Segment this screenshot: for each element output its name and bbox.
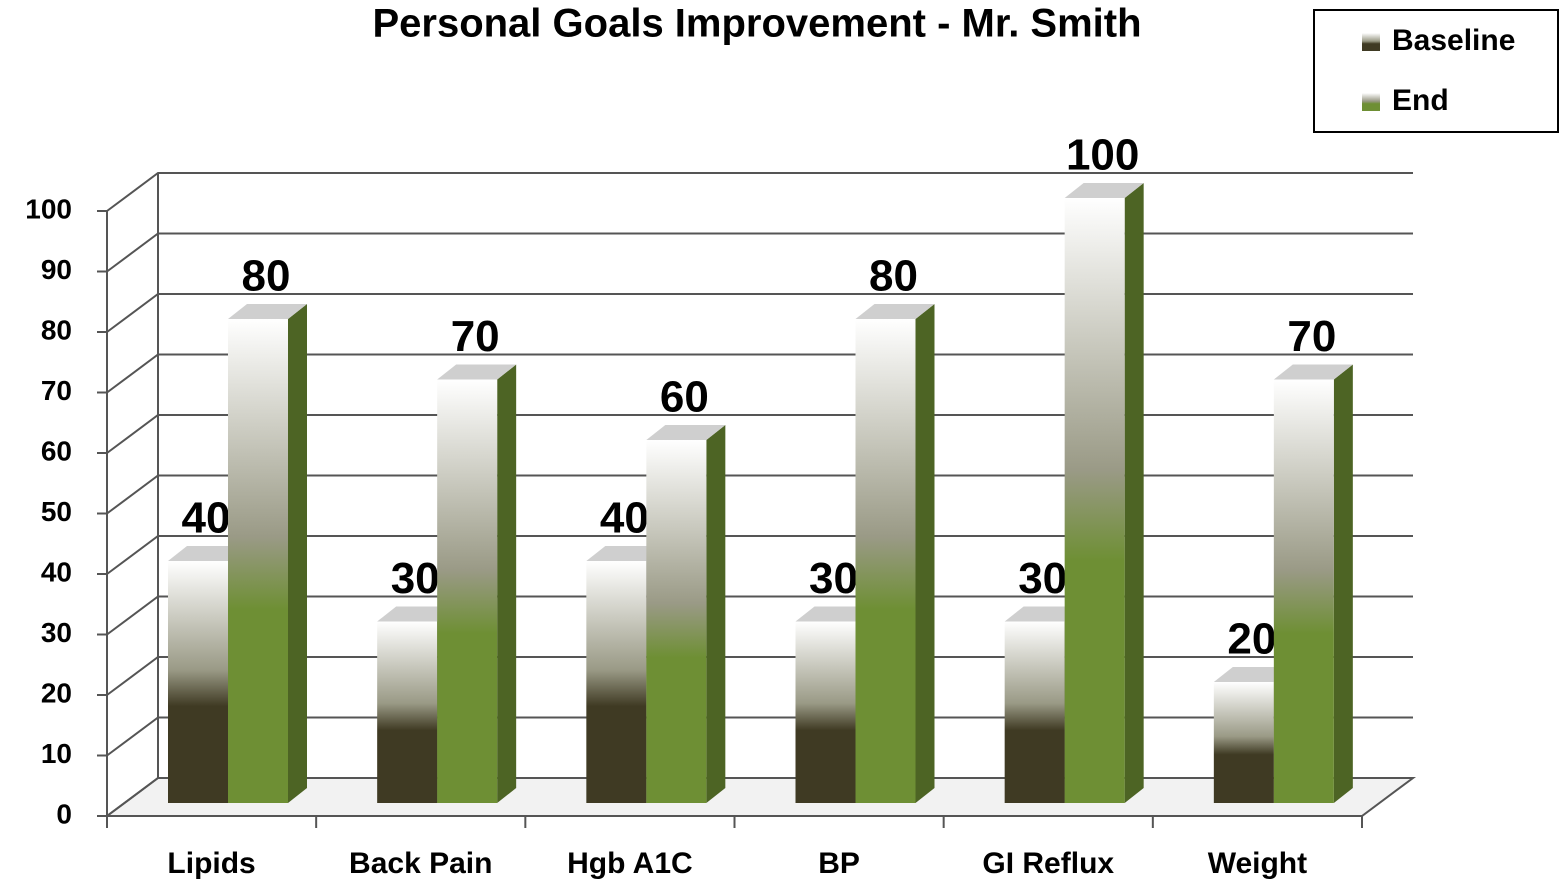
y-tick-label: 80 [41,314,72,345]
legend-label: End [1392,84,1449,117]
legend-box [1313,9,1559,133]
bar [437,379,498,803]
bar-top [377,606,457,622]
chart-title: Personal Goals Improvement - Mr. Smith [372,2,1141,46]
y-tick-label: 60 [41,435,72,466]
data-label: 20 [1227,615,1276,664]
bar [377,621,438,803]
bar [168,561,228,803]
data-label: 70 [1287,312,1336,361]
bar-side [706,425,726,803]
bar [1064,198,1125,803]
y-tick-label: 90 [41,254,72,285]
y-tick-label: 40 [41,556,72,587]
data-label: 40 [182,494,231,543]
bar [1213,682,1274,803]
bar-top [228,304,307,319]
y-tick-label: 70 [41,375,72,406]
data-label: 60 [660,373,709,422]
y-tick-label: 0 [56,798,72,829]
bar [228,319,288,803]
bar [1004,621,1065,803]
data-label: 30 [1018,554,1067,603]
bar-top [1004,606,1084,622]
legend-marker [1362,33,1380,51]
bar-side [497,364,517,803]
bar-top [1213,667,1293,682]
data-label: 80 [242,252,291,301]
bar-top [795,606,875,622]
data-label: 80 [869,252,918,301]
x-tick-label: Weight [1208,847,1307,880]
bar-side [1124,183,1144,803]
x-tick-label: Hgb A1C [567,847,693,880]
bar [646,440,707,803]
data-label: 100 [1066,131,1139,180]
grid-line [106,232,1413,273]
x-tick-label: BP [818,847,860,880]
bar-top [168,546,247,561]
bar [855,319,916,803]
bar-side [288,304,307,803]
bar-top [1273,364,1353,380]
bar-top [586,546,666,561]
data-label: 40 [600,494,649,543]
y-tick-label: 50 [41,496,72,527]
y-tick-label: 20 [41,677,72,708]
bar-side [1333,364,1353,803]
bar-top [646,425,726,440]
y-tick-label: 100 [25,193,72,224]
data-label: 30 [391,554,440,603]
x-tick-label: GI Reflux [982,847,1114,880]
bar [795,621,856,803]
bar-top [437,364,517,380]
bar [1273,379,1334,803]
bar-top [1064,183,1144,198]
y-tick-label: 10 [41,738,72,769]
y-tick-label: 30 [41,617,72,648]
legend-label: Baseline [1392,24,1515,57]
bar-top [855,304,935,319]
x-tick-label: Back Pain [349,847,492,880]
data-label: 70 [451,312,500,361]
bar [586,561,647,803]
bar-side [915,304,935,803]
legend-marker [1362,93,1380,111]
x-tick-label: Lipids [167,847,255,880]
data-label: 30 [809,554,858,603]
grid-line [106,172,1413,212]
